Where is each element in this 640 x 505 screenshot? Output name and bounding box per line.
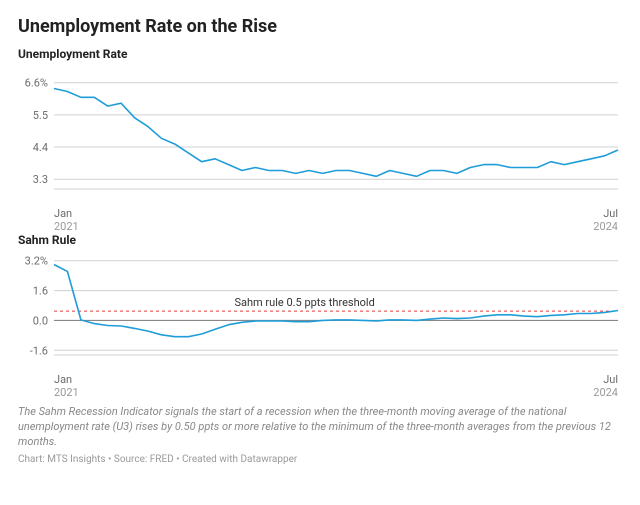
svg-text:5.5: 5.5 <box>33 109 48 122</box>
bottom-chart-subtitle: Sahm Rule <box>18 233 622 247</box>
svg-text:Jul: Jul <box>603 373 618 386</box>
svg-text:-1.6: -1.6 <box>30 344 48 357</box>
svg-text:0.0: 0.0 <box>33 314 48 327</box>
bottom-chart: -1.6 0.0 1.6 3.2% Sahm rule 0.5 ppts thresho… <box>18 251 622 371</box>
svg-text:3.3: 3.3 <box>33 173 48 186</box>
chart-credits: Chart: MTS Insights • Source: FRED • Cre… <box>18 454 622 465</box>
chart-footnote: The Sahm Recession Indicator signals the… <box>18 405 622 450</box>
svg-text:2021: 2021 <box>54 220 79 233</box>
svg-text:6.6%: 6.6% <box>25 77 48 90</box>
data-line <box>54 89 618 177</box>
svg-text:Jan: Jan <box>54 373 72 386</box>
svg-text:Jul: Jul <box>603 207 618 220</box>
svg-text:Jan: Jan <box>54 207 72 220</box>
svg-text:2021: 2021 <box>54 386 79 399</box>
top-chart-subtitle: Unemployment Rate <box>18 47 622 61</box>
bottom-chart-xaxis: Jan2021 Jul2024 <box>18 371 622 399</box>
svg-text:2024: 2024 <box>593 386 618 399</box>
svg-text:4.4: 4.4 <box>33 141 48 154</box>
threshold-label: Sahm rule 0.5 ppts threshold <box>234 296 374 309</box>
chart-title: Unemployment Rate on the Rise <box>18 16 622 37</box>
svg-text:1.6: 1.6 <box>33 285 48 298</box>
svg-text:2024: 2024 <box>593 220 618 233</box>
top-chart: 3.3 4.4 5.5 6.6% <box>18 65 622 205</box>
top-chart-xaxis: Jan2021 Jul2024 <box>18 205 622 233</box>
svg-text:3.2%: 3.2% <box>25 255 48 268</box>
